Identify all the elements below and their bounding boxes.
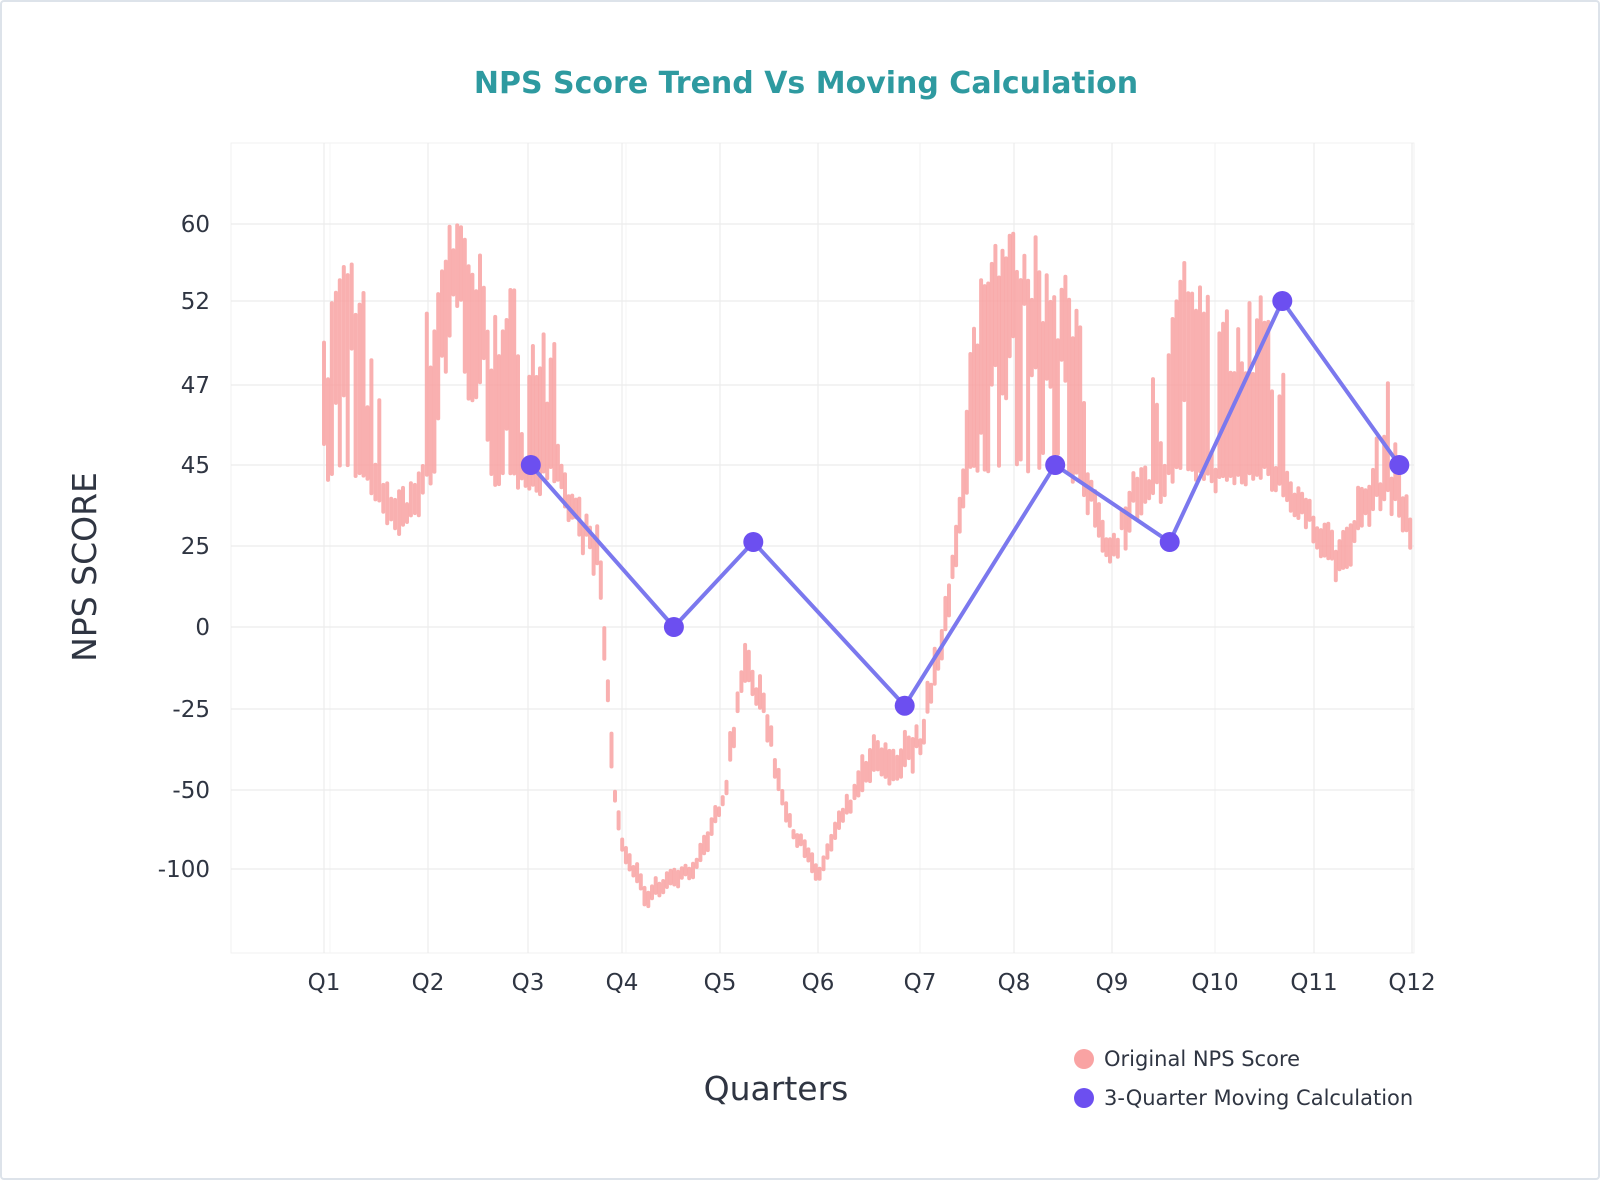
y-tick-label: 52 xyxy=(181,289,210,315)
y-tick-label: -50 xyxy=(172,778,210,804)
x-tick-label: Q5 xyxy=(704,970,737,996)
x-tick-label: Q1 xyxy=(308,970,341,996)
x-tick-label: Q4 xyxy=(606,970,639,996)
moving-calculation-point xyxy=(1045,455,1066,475)
original-nps-series xyxy=(322,223,1413,909)
x-tick-label: Q3 xyxy=(512,970,545,996)
moving-calculation-series xyxy=(520,291,1410,716)
legend-label-original: Original NPS Score xyxy=(1104,1047,1300,1071)
y-tick-label: 0 xyxy=(195,615,210,641)
chart-title: NPS Score Trend Vs Moving Calculation xyxy=(474,66,1138,101)
y-tick-label: -100 xyxy=(158,857,210,883)
legend-marker-original xyxy=(1074,1049,1094,1069)
moving-calculation-line xyxy=(529,299,1401,708)
moving-calculation-point xyxy=(894,695,915,716)
legend-label-moving: 3-Quarter Moving Calculation xyxy=(1104,1086,1413,1110)
moving-calculation-point xyxy=(743,532,764,552)
x-tick-label: Q2 xyxy=(412,970,445,996)
moving-calculation-point xyxy=(1389,455,1410,475)
moving-calculation-point xyxy=(1272,291,1293,311)
moving-calculation-point xyxy=(1159,532,1180,552)
x-tick-label: Q11 xyxy=(1290,970,1337,996)
plot-area xyxy=(230,142,1415,954)
y-axis-title: NPS SCORE xyxy=(65,472,104,662)
x-tick-label: Q8 xyxy=(998,970,1031,996)
y-axis-ticks: 60 52 47 45 25 0 -25 -50 -100 xyxy=(158,212,210,883)
y-tick-label: 60 xyxy=(181,212,210,238)
moving-calculation-point xyxy=(663,617,684,637)
x-axis-ticks: Q1 Q2 Q3 Q4 Q5 Q6 Q7 Q8 Q9 Q10 Q11 Q12 xyxy=(308,970,1436,996)
x-axis-title: Quarters xyxy=(704,1069,849,1108)
x-tick-label: Q12 xyxy=(1388,970,1435,996)
y-tick-label: 25 xyxy=(181,534,210,560)
x-tick-label: Q9 xyxy=(1096,970,1129,996)
moving-calculation-point xyxy=(520,455,541,475)
y-tick-label: -25 xyxy=(172,697,210,723)
legend: Original NPS Score 3-Quarter Moving Calc… xyxy=(1074,1047,1413,1110)
legend-marker-moving xyxy=(1074,1088,1094,1108)
x-tick-label: Q6 xyxy=(802,970,835,996)
y-tick-label: 45 xyxy=(181,453,210,479)
y-tick-label: 47 xyxy=(181,373,210,399)
x-tick-label: Q7 xyxy=(904,970,937,996)
x-tick-label: Q10 xyxy=(1191,970,1238,996)
